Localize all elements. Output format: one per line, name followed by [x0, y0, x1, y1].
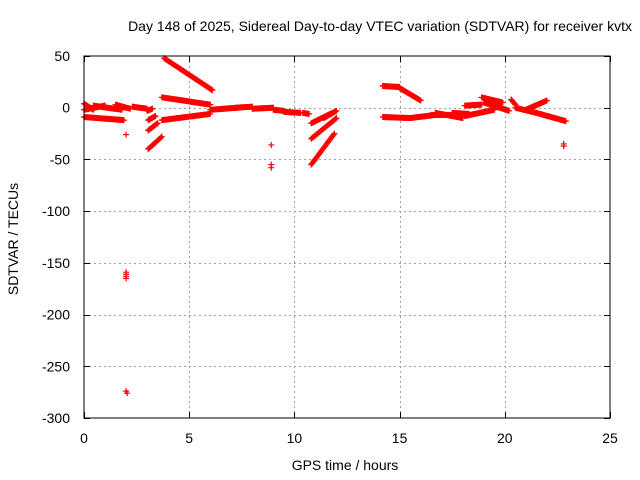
data-point	[560, 142, 567, 149]
y-tick-label: -250	[42, 358, 70, 374]
data-point	[333, 107, 340, 114]
data-point	[331, 130, 338, 137]
data-point	[499, 99, 506, 106]
y-tick-label: -200	[42, 307, 70, 323]
data-point	[207, 101, 214, 108]
x-tick-label: 10	[287, 430, 303, 446]
x-axis-label: GPS time / hours	[292, 457, 399, 473]
x-tick-label: 20	[497, 430, 513, 446]
y-tick-label: -100	[42, 203, 70, 219]
x-tick-label: 0	[80, 430, 88, 446]
data-point	[153, 120, 160, 127]
data-points	[81, 55, 569, 397]
data-point	[209, 87, 216, 94]
data-point	[543, 97, 550, 104]
x-tick-label: 25	[602, 430, 618, 446]
data-point	[332, 115, 339, 122]
data-point	[506, 107, 513, 114]
data-point	[123, 275, 130, 282]
y-tick-label: 0	[62, 100, 70, 116]
data-point	[120, 117, 127, 124]
x-tick-label: 5	[185, 430, 193, 446]
data-point	[417, 97, 424, 104]
data-point	[154, 120, 161, 127]
data-point	[268, 164, 275, 171]
data-point	[511, 100, 518, 107]
data-point	[123, 131, 130, 138]
data-point	[379, 82, 386, 89]
plot-frame	[83, 55, 611, 419]
y-tick-label: -150	[42, 255, 70, 271]
axis-ticks: 0 5 10 15 20 25 -300 -250 -200 -150 -100 -50 0 50	[42, 48, 618, 446]
data-point	[158, 133, 165, 140]
data-point	[149, 105, 156, 112]
data-point	[333, 115, 340, 122]
data-point	[268, 141, 275, 148]
data-point	[124, 390, 131, 397]
data-point	[330, 131, 337, 138]
data-point	[562, 118, 569, 125]
data-point	[306, 110, 313, 117]
data-point	[157, 134, 164, 141]
chart-title: Day 148 of 2025, Sidereal Day-to-day VTE…	[128, 18, 632, 34]
data-point	[152, 112, 159, 119]
y-tick-label: -300	[42, 410, 70, 426]
y-tick-label: -50	[50, 151, 70, 167]
x-tick-label: 15	[392, 430, 408, 446]
y-axis-label: SDTVAR / TECUs	[5, 183, 21, 295]
y-tick-label: 50	[54, 48, 70, 64]
